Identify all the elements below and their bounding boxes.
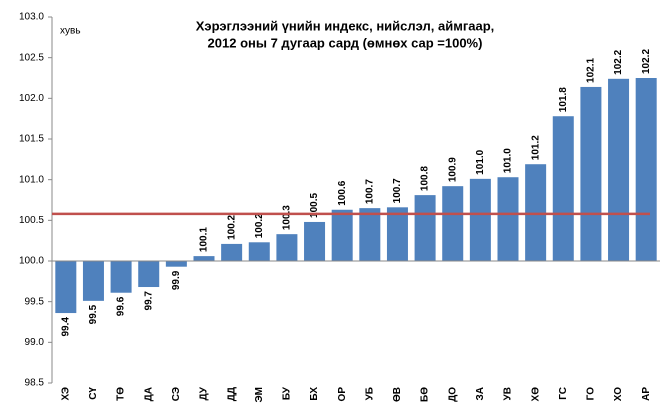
data-label: 99.7 <box>143 291 154 311</box>
x-tick-label: СҮ <box>88 387 99 400</box>
data-label: 102.2 <box>641 49 652 74</box>
bar <box>608 78 630 262</box>
x-tick-label: ЗА <box>475 387 486 401</box>
bar <box>276 234 298 261</box>
data-label: 99.4 <box>60 317 71 337</box>
y-tick-label: 99.5 <box>25 296 45 307</box>
bar <box>580 86 602 262</box>
chart-title: Хэрэглээний үнийн индекс, нийслэл, аймга… <box>196 18 495 33</box>
y-tick-label: 102.0 <box>19 93 44 104</box>
data-label: 102.2 <box>613 49 624 74</box>
y-tick-label: 102.5 <box>19 52 44 63</box>
bar <box>442 186 464 261</box>
data-label: 101.0 <box>503 148 514 173</box>
bar <box>331 209 353 261</box>
x-tick-label: ДА <box>143 387 154 401</box>
bar <box>414 195 436 261</box>
data-label: 99.5 <box>88 304 99 324</box>
y-tick-label: 100.0 <box>19 256 44 267</box>
bar <box>497 177 519 261</box>
x-tick-label: БӨ <box>420 387 431 402</box>
y-tick-label: 103.0 <box>19 12 44 23</box>
bar <box>304 221 326 261</box>
x-tick-label: ГС <box>558 387 569 400</box>
x-tick-label: ДД <box>226 387 237 401</box>
y-tick-label: 101.0 <box>19 174 44 185</box>
x-tick-label: БУ <box>282 386 293 400</box>
x-tick-label: АР <box>641 387 652 401</box>
data-label: 101.2 <box>530 135 541 160</box>
data-label: 102.1 <box>586 57 597 82</box>
y-axis-label: хувь <box>60 26 81 37</box>
x-tick-label: ДУ <box>199 386 210 400</box>
data-label: 100.2 <box>226 214 237 239</box>
data-label: 99.6 <box>116 296 127 316</box>
x-tick-label: ХО <box>613 387 624 401</box>
bar <box>138 261 160 288</box>
bar <box>386 207 408 261</box>
x-tick-label: БХ <box>309 387 320 401</box>
bar <box>248 242 270 261</box>
x-tick-label: СЭ <box>171 387 182 401</box>
data-label: 100.1 <box>199 227 210 252</box>
data-label: 101.8 <box>558 87 569 112</box>
data-label: 100.8 <box>420 166 431 191</box>
x-tick-label: ӨВ <box>392 387 403 402</box>
data-label: 100.6 <box>337 180 348 205</box>
data-label: 100.9 <box>447 157 458 182</box>
data-label: 100.7 <box>364 179 375 204</box>
x-tick-label: ГО <box>586 387 597 401</box>
x-tick-label: УВ <box>503 387 514 400</box>
bar <box>359 208 381 261</box>
bar <box>110 261 132 293</box>
data-label: 101.0 <box>475 149 486 174</box>
data-label: 100.7 <box>392 178 403 203</box>
y-tick-label: 100.5 <box>19 215 44 226</box>
x-tick-label: ДО <box>447 387 458 402</box>
x-tick-label: УБ <box>364 387 375 400</box>
y-tick-label: 101.5 <box>19 134 44 145</box>
x-tick-label: ЭМ <box>254 387 265 402</box>
bar <box>552 116 574 261</box>
data-label: 100.3 <box>282 205 293 230</box>
bar <box>55 261 77 314</box>
bar <box>469 178 491 261</box>
y-tick-label: 98.5 <box>25 378 45 389</box>
x-tick-label: ТӨ <box>116 387 127 401</box>
data-label: 100.5 <box>309 192 320 217</box>
data-label: 99.9 <box>171 270 182 290</box>
x-tick-label: ХӨ <box>530 387 541 402</box>
bar <box>221 243 243 261</box>
x-tick-label: ОР <box>337 387 348 402</box>
y-tick-label: 99.0 <box>25 337 45 348</box>
chart-title: 2012 оны 7 дугаар сард (өмнөх сар =100%) <box>208 35 483 50</box>
data-label: 100.2 <box>254 213 265 238</box>
bar <box>193 256 215 261</box>
bar <box>635 78 657 261</box>
x-tick-label: ХЭ <box>60 387 71 401</box>
bar <box>165 261 187 267</box>
bar <box>82 261 104 301</box>
